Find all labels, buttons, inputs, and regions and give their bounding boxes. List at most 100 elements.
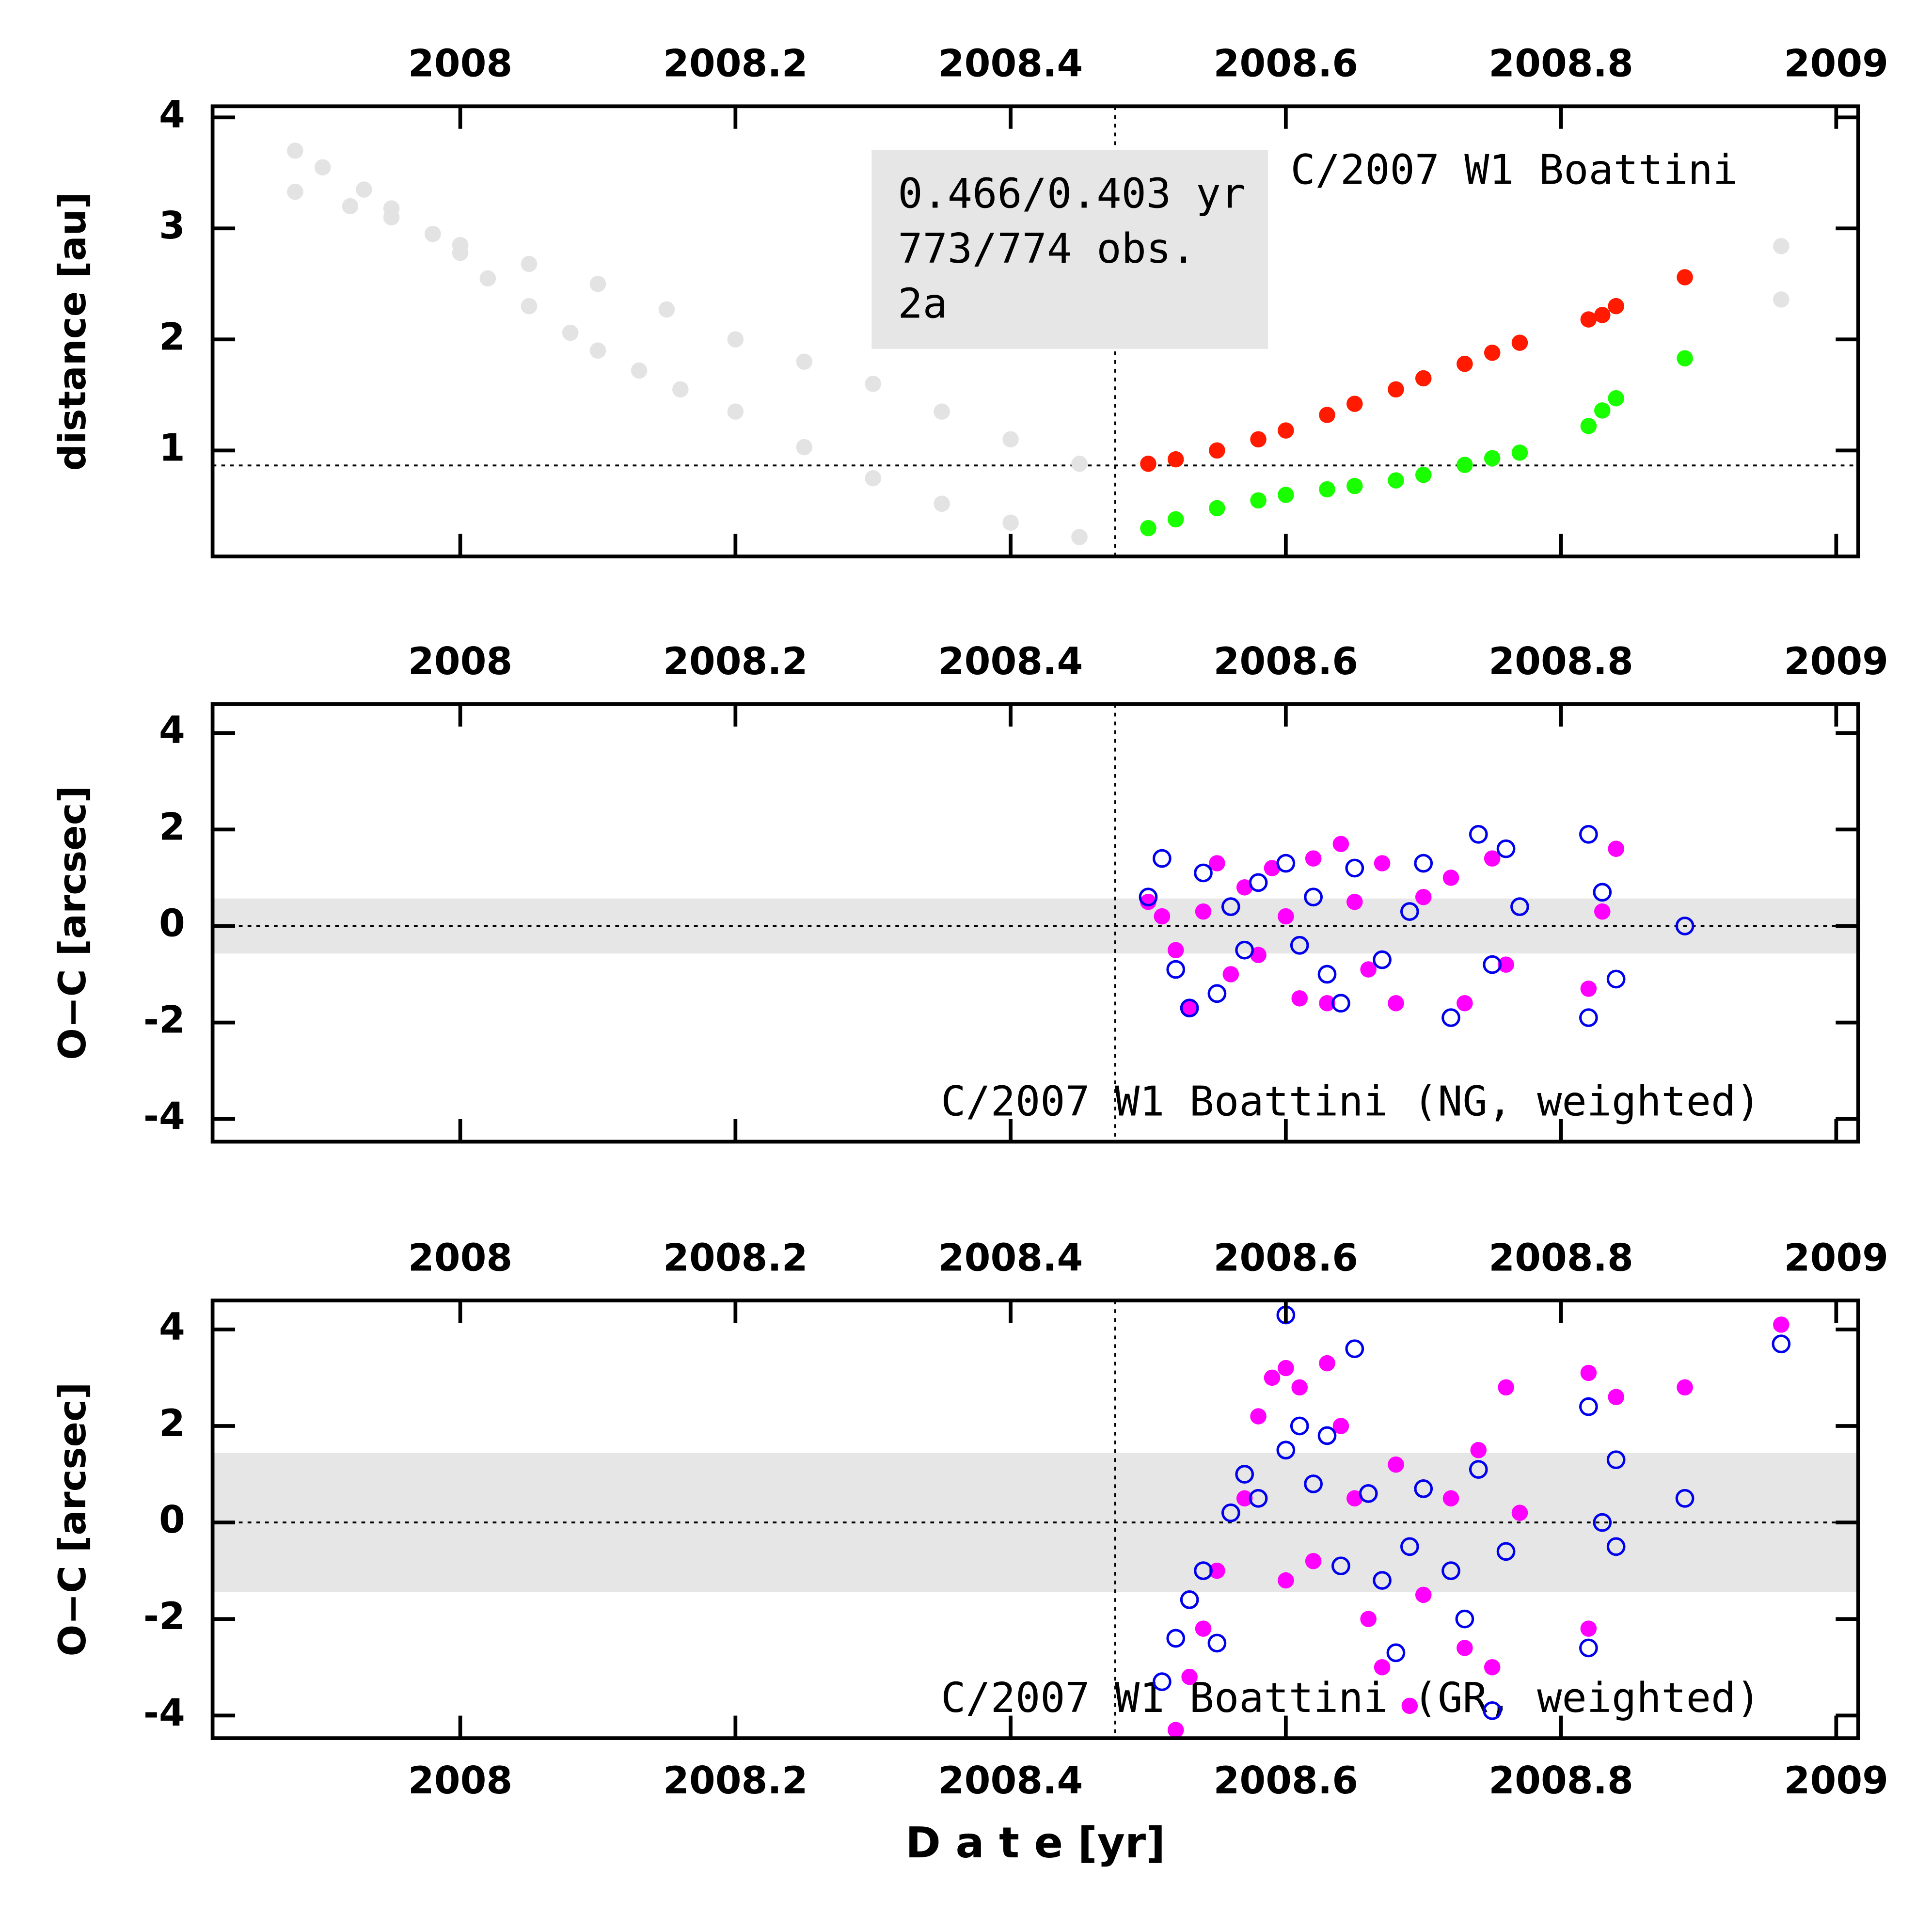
data-point: [1291, 990, 1308, 1007]
data-point: [314, 159, 331, 176]
data-point: [1388, 472, 1404, 489]
data-point: [1457, 355, 1473, 372]
y-tick-label: -2: [143, 998, 185, 1042]
data-point: [1180, 998, 1199, 1018]
data-point: [1457, 995, 1473, 1012]
data-point: [1388, 1456, 1404, 1473]
data-point: [1278, 908, 1294, 925]
y-tick-label: 0: [159, 902, 185, 945]
data-point: [1457, 1640, 1473, 1656]
data-point: [1608, 390, 1624, 407]
data-point: [727, 403, 744, 420]
data-point: [521, 298, 538, 315]
data-point: [1580, 1364, 1597, 1381]
data-point: [1290, 935, 1309, 955]
data-point: [1773, 291, 1789, 308]
x-tick-label: 2008.4: [938, 640, 1083, 683]
y-tick-label: -4: [143, 1691, 185, 1735]
data-point: [1317, 965, 1337, 984]
y-axis-label: O−C [arcsec]: [51, 786, 95, 1060]
x-tick-label: 2008.2: [663, 1236, 808, 1280]
chart-title: C/2007 W1 Boattini (GR, weighted): [941, 1674, 1760, 1722]
data-point: [1580, 1620, 1597, 1637]
data-point: [1304, 887, 1323, 907]
x-tick-label: 2008: [408, 42, 512, 86]
data-point: [425, 225, 441, 242]
data-point: [1441, 1561, 1460, 1580]
data-point: [1608, 298, 1624, 315]
data-point: [1606, 1537, 1626, 1556]
chart-title: C/2007 W1 Boattini: [1290, 146, 1738, 194]
data-point: [934, 403, 950, 420]
data-point: [1511, 444, 1528, 461]
data-point: [1236, 879, 1253, 896]
data-point: [1606, 1450, 1626, 1470]
data-point: [1373, 950, 1392, 969]
data-point: [1345, 858, 1364, 878]
data-point: [1346, 1490, 1363, 1507]
data-point: [1442, 870, 1459, 886]
data-point: [1181, 999, 1198, 1016]
data-point: [1181, 1668, 1198, 1685]
data-point: [1374, 1659, 1391, 1676]
data-point: [1346, 893, 1363, 910]
data-point: [1359, 1484, 1378, 1503]
data-point: [1346, 477, 1363, 494]
data-point: [1250, 1408, 1267, 1425]
x-tick-label: 2008.6: [1214, 640, 1359, 683]
data-point: [1194, 863, 1213, 883]
annotation: 2a: [898, 280, 948, 328]
y-tick-label: 2: [159, 315, 185, 359]
data-point: [1278, 1572, 1294, 1589]
data-point: [1455, 1609, 1474, 1629]
x-tick-label: 2008.8: [1489, 42, 1633, 86]
data-point: [1360, 1611, 1377, 1627]
data-point: [1579, 1638, 1598, 1658]
data-point: [1167, 942, 1184, 959]
x-tick-label: 2008: [408, 640, 512, 683]
x-tick-label: 2008.2: [663, 640, 808, 683]
y-tick-label: 3: [159, 204, 185, 248]
data-point: [1510, 897, 1529, 916]
data-point: [1332, 836, 1349, 852]
x-tick-label: 2009: [1784, 42, 1888, 86]
y-tick-label: 4: [159, 93, 185, 137]
y-tick-label: -2: [143, 1595, 185, 1638]
data-point: [796, 439, 813, 456]
data-point: [1207, 984, 1227, 1003]
data-point: [1414, 854, 1433, 873]
data-point: [1593, 1513, 1612, 1532]
data-point: [1386, 1643, 1406, 1663]
y-axis-label: distance [au]: [51, 192, 95, 471]
data-point: [1483, 1701, 1502, 1720]
data-point: [1677, 1379, 1693, 1396]
x-tick-label: 2008.8: [1489, 1759, 1633, 1803]
data-point: [1278, 487, 1294, 503]
data-point: [1415, 466, 1432, 483]
data-point: [1594, 903, 1611, 920]
data-point: [1606, 969, 1626, 989]
data-point: [1319, 407, 1335, 423]
data-point: [1415, 888, 1432, 905]
data-point: [287, 183, 303, 200]
x-tick-label: 2008.2: [663, 42, 808, 86]
data-point: [1677, 269, 1693, 285]
y-tick-label: 1: [159, 426, 185, 470]
data-point: [1442, 1490, 1459, 1507]
data-point: [1207, 1633, 1227, 1653]
data-point: [934, 495, 950, 512]
data-point: [589, 275, 606, 292]
data-point: [1675, 917, 1694, 935]
data-point: [1153, 1672, 1172, 1691]
data-point: [672, 381, 689, 398]
x-tick-label: 2009: [1784, 1236, 1888, 1280]
data-point: [1360, 961, 1377, 978]
data-point: [1331, 994, 1350, 1013]
data-point: [1276, 854, 1296, 873]
x-tick-label: 2008.6: [1214, 1236, 1359, 1280]
data-point: [1291, 1379, 1308, 1396]
data-point: [1319, 995, 1335, 1012]
data-point: [1194, 1561, 1213, 1580]
data-point: [1441, 1008, 1460, 1027]
data-point: [1773, 238, 1789, 254]
